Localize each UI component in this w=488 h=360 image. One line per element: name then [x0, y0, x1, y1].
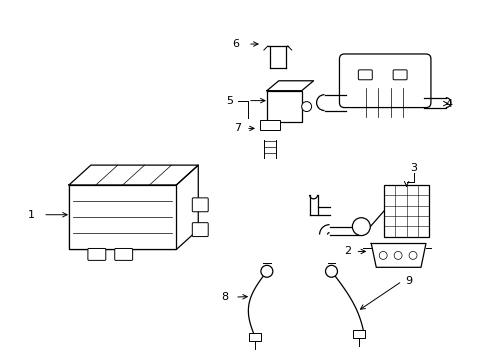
Polygon shape — [176, 165, 198, 249]
Text: 6: 6 — [232, 39, 239, 49]
Text: 3: 3 — [410, 163, 417, 173]
Bar — [248, 333, 261, 341]
Polygon shape — [266, 81, 313, 91]
FancyBboxPatch shape — [339, 54, 430, 108]
Bar — [384, 185, 428, 237]
Polygon shape — [370, 243, 425, 267]
Circle shape — [408, 251, 416, 260]
FancyBboxPatch shape — [115, 248, 132, 260]
Circle shape — [301, 102, 311, 112]
FancyBboxPatch shape — [392, 70, 406, 80]
FancyBboxPatch shape — [192, 198, 208, 212]
FancyBboxPatch shape — [358, 70, 371, 80]
Circle shape — [325, 265, 337, 277]
Bar — [69, 185, 176, 249]
Text: 4: 4 — [445, 99, 451, 109]
Polygon shape — [69, 165, 198, 185]
Text: 7: 7 — [234, 123, 241, 134]
Text: 8: 8 — [221, 292, 228, 302]
Circle shape — [261, 265, 272, 277]
FancyBboxPatch shape — [192, 223, 208, 237]
Text: 5: 5 — [226, 96, 233, 105]
Bar — [353, 330, 365, 338]
Circle shape — [393, 251, 401, 260]
Bar — [69, 185, 176, 249]
Circle shape — [379, 251, 386, 260]
Circle shape — [352, 218, 369, 235]
Bar — [260, 121, 279, 130]
Bar — [266, 91, 301, 122]
Text: 2: 2 — [343, 247, 350, 256]
Text: 9: 9 — [405, 276, 412, 286]
FancyBboxPatch shape — [88, 248, 105, 260]
Text: 1: 1 — [28, 210, 35, 220]
